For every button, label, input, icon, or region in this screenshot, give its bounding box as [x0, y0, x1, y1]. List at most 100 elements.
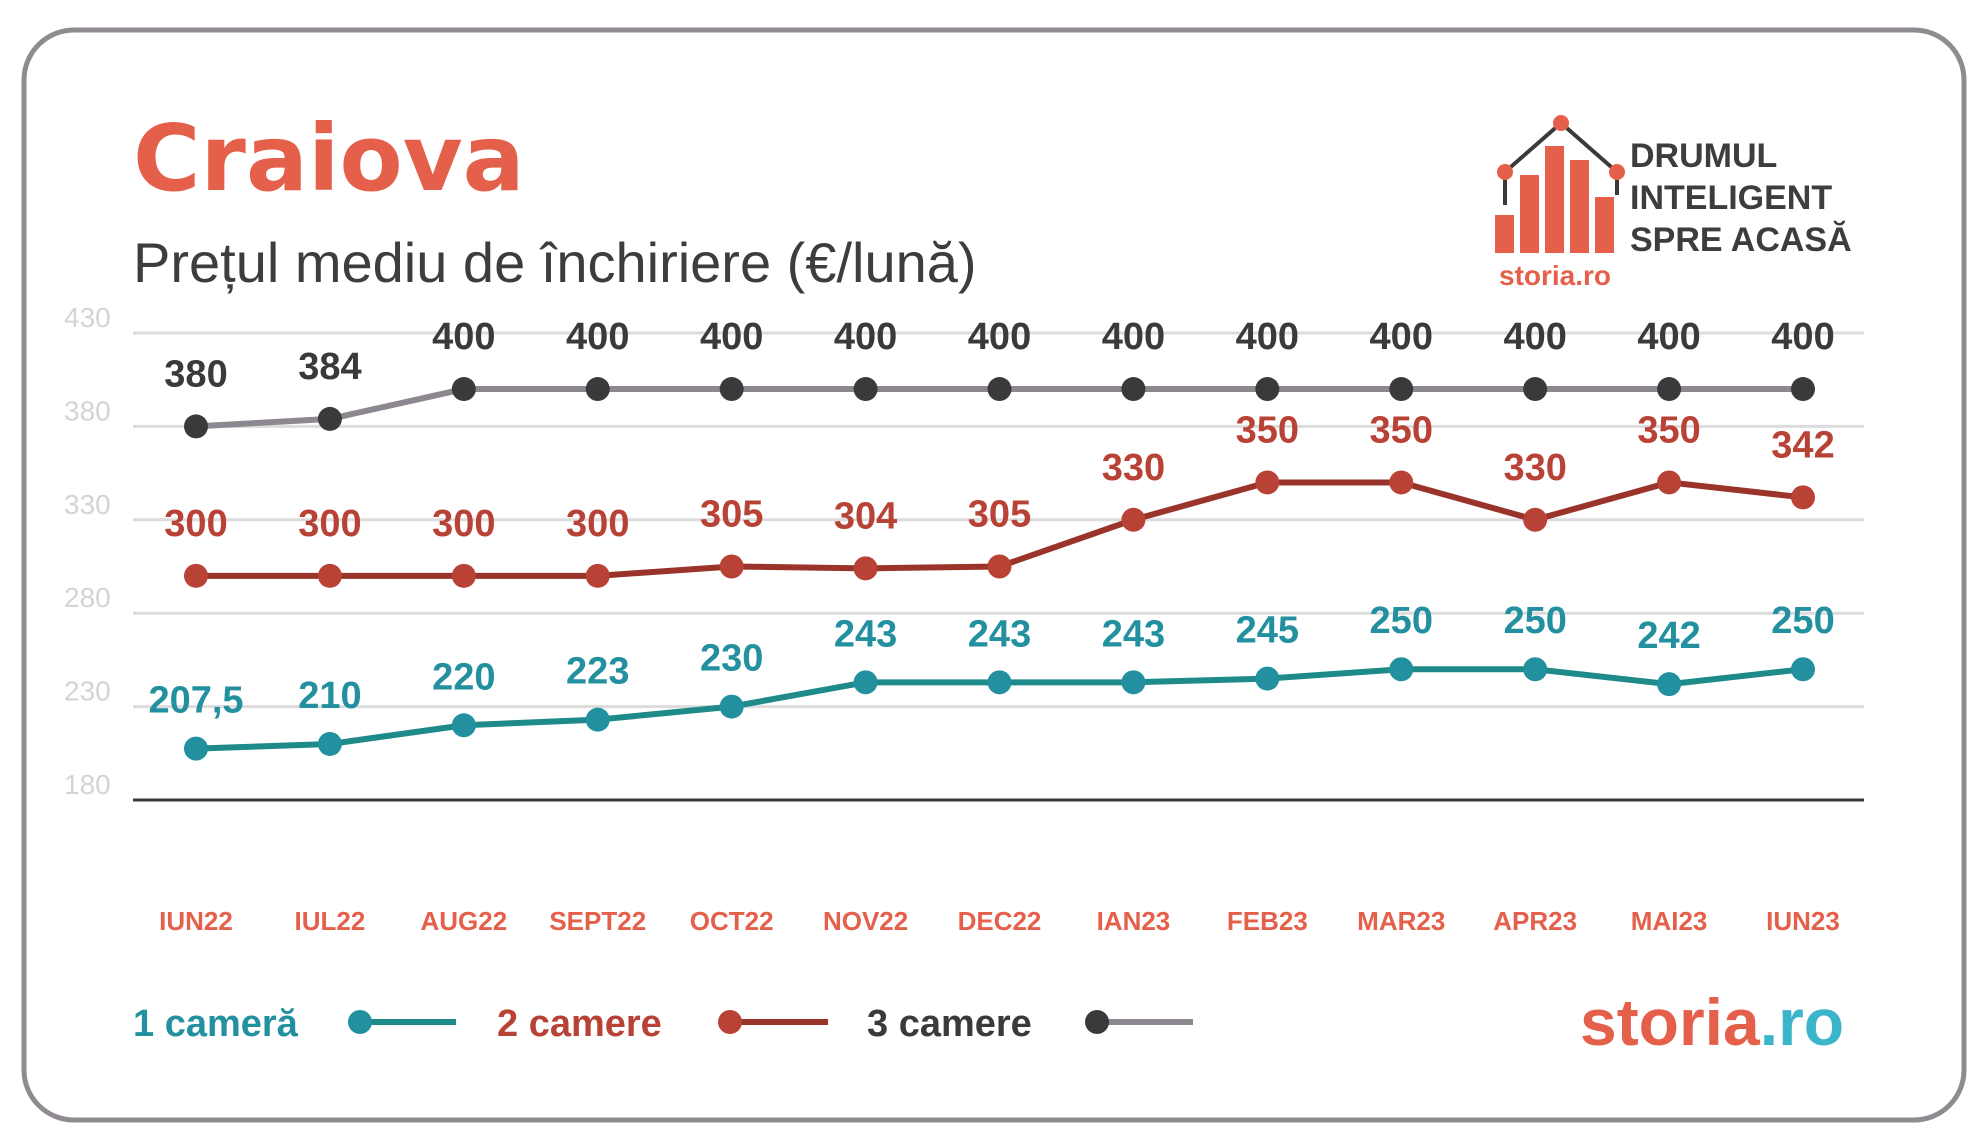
data-point: [1791, 485, 1815, 510]
data-label: 300: [432, 503, 495, 545]
data-label: 384: [298, 346, 361, 388]
data-label: 300: [164, 503, 227, 545]
data-point: [451, 563, 476, 588]
data-point: [1121, 377, 1146, 402]
data-point: [853, 377, 878, 402]
legend: 1 cameră 2 camere 3 camere: [133, 1003, 1193, 1045]
tagline-line-2: INTELIGENT: [1630, 179, 1832, 217]
x-tick-label: DEC22: [958, 906, 1042, 936]
data-label: 300: [566, 503, 629, 545]
data-label: 210: [298, 675, 361, 717]
legend-dot-1-camera: [348, 1010, 372, 1034]
data-label: 350: [1637, 409, 1700, 451]
data-label: 242: [1637, 615, 1700, 657]
data-label: 250: [1503, 600, 1566, 642]
data-point: [987, 670, 1012, 695]
data-label: 245: [1236, 610, 1299, 652]
data-label: 330: [1503, 447, 1566, 489]
x-tick-label: SEPT22: [549, 906, 646, 936]
tagline-line-1: DRUMUL: [1630, 137, 1777, 175]
x-tick-label: IUN22: [159, 906, 233, 936]
y-tick-label: 230: [64, 676, 111, 707]
data-point: [1255, 377, 1280, 402]
data-label: 243: [968, 613, 1031, 655]
data-point: [987, 554, 1012, 579]
data-point: [1523, 507, 1548, 532]
x-tick-label: IUL22: [295, 906, 366, 936]
city-title: Craiova: [133, 105, 525, 212]
data-label: 305: [968, 494, 1031, 536]
legend-label-2-camere: 2 camere: [497, 1003, 662, 1045]
data-point: [719, 694, 744, 719]
data-label: 250: [1771, 600, 1834, 642]
data-point: [1657, 377, 1682, 402]
data-point: [1791, 657, 1815, 682]
data-point: [184, 563, 208, 588]
data-point: [1121, 670, 1146, 695]
data-point: [1389, 657, 1414, 682]
data-label: 400: [566, 316, 629, 358]
data-point: [1523, 377, 1548, 402]
data-label: 400: [1370, 316, 1433, 358]
data-label: 350: [1370, 409, 1433, 451]
data-point: [1389, 377, 1414, 402]
data-point: [1389, 470, 1414, 495]
data-point: [317, 563, 342, 588]
data-point: [853, 556, 878, 581]
data-label: 400: [1637, 316, 1700, 358]
data-point: [451, 713, 476, 738]
data-point: [1523, 657, 1548, 682]
x-tick-label: APR23: [1493, 906, 1577, 936]
data-point: [317, 731, 342, 756]
x-tick-label: FEB23: [1227, 906, 1308, 936]
data-label: 300: [298, 503, 361, 545]
data-point: [585, 377, 610, 402]
data-point: [1255, 470, 1280, 495]
legend-label-1-camera: 1 cameră: [133, 1003, 299, 1045]
data-label: 220: [432, 656, 495, 698]
data-label: 400: [1102, 316, 1165, 358]
data-label: 304: [834, 495, 897, 537]
data-label: 330: [1102, 447, 1165, 489]
x-tick-label: MAI23: [1631, 906, 1708, 936]
chart-subtitle: Prețul mediu de închiriere (€/lună): [133, 231, 977, 294]
logo-small-text: storia.ro: [1499, 260, 1611, 291]
data-point: [317, 406, 342, 431]
data-label: 400: [1503, 316, 1566, 358]
data-point: [1791, 377, 1815, 402]
legend-dot-3-camere: [1085, 1010, 1109, 1034]
legend-dot-2-camere: [718, 1010, 742, 1034]
y-tick-label: 430: [64, 302, 111, 333]
tagline-line-3: SPRE ACASĂ: [1630, 221, 1852, 259]
data-point: [184, 414, 208, 439]
x-tick-label: OCT22: [690, 906, 774, 936]
data-label: 400: [968, 316, 1031, 358]
data-label: 243: [1102, 613, 1165, 655]
legend-label-3-camere: 3 camere: [867, 1003, 1032, 1045]
data-label: 400: [1771, 316, 1834, 358]
x-tick-label: NOV22: [823, 906, 908, 936]
data-label: 342: [1771, 424, 1834, 466]
data-point: [451, 377, 476, 402]
data-label: 223: [566, 651, 629, 693]
data-label: 400: [700, 316, 763, 358]
data-point: [585, 707, 610, 732]
data-label: 305: [700, 494, 763, 536]
data-label: 243: [834, 613, 897, 655]
data-point: [1657, 470, 1682, 495]
data-point: [987, 377, 1012, 402]
data-label: 400: [834, 316, 897, 358]
data-point: [719, 554, 744, 579]
data-point: [853, 670, 878, 695]
data-point: [184, 736, 208, 761]
x-tick-label: MAR23: [1357, 906, 1445, 936]
data-label: 380: [164, 353, 227, 395]
data-label: 400: [432, 316, 495, 358]
storia-logo[interactable]: storia.ro: [1580, 985, 1844, 1059]
brand-house-logo: storia.ro: [1495, 115, 1625, 291]
x-tick-label: AUG22: [420, 906, 507, 936]
data-point: [1657, 672, 1682, 697]
data-point: [719, 377, 744, 402]
y-tick-label: 280: [64, 582, 111, 613]
